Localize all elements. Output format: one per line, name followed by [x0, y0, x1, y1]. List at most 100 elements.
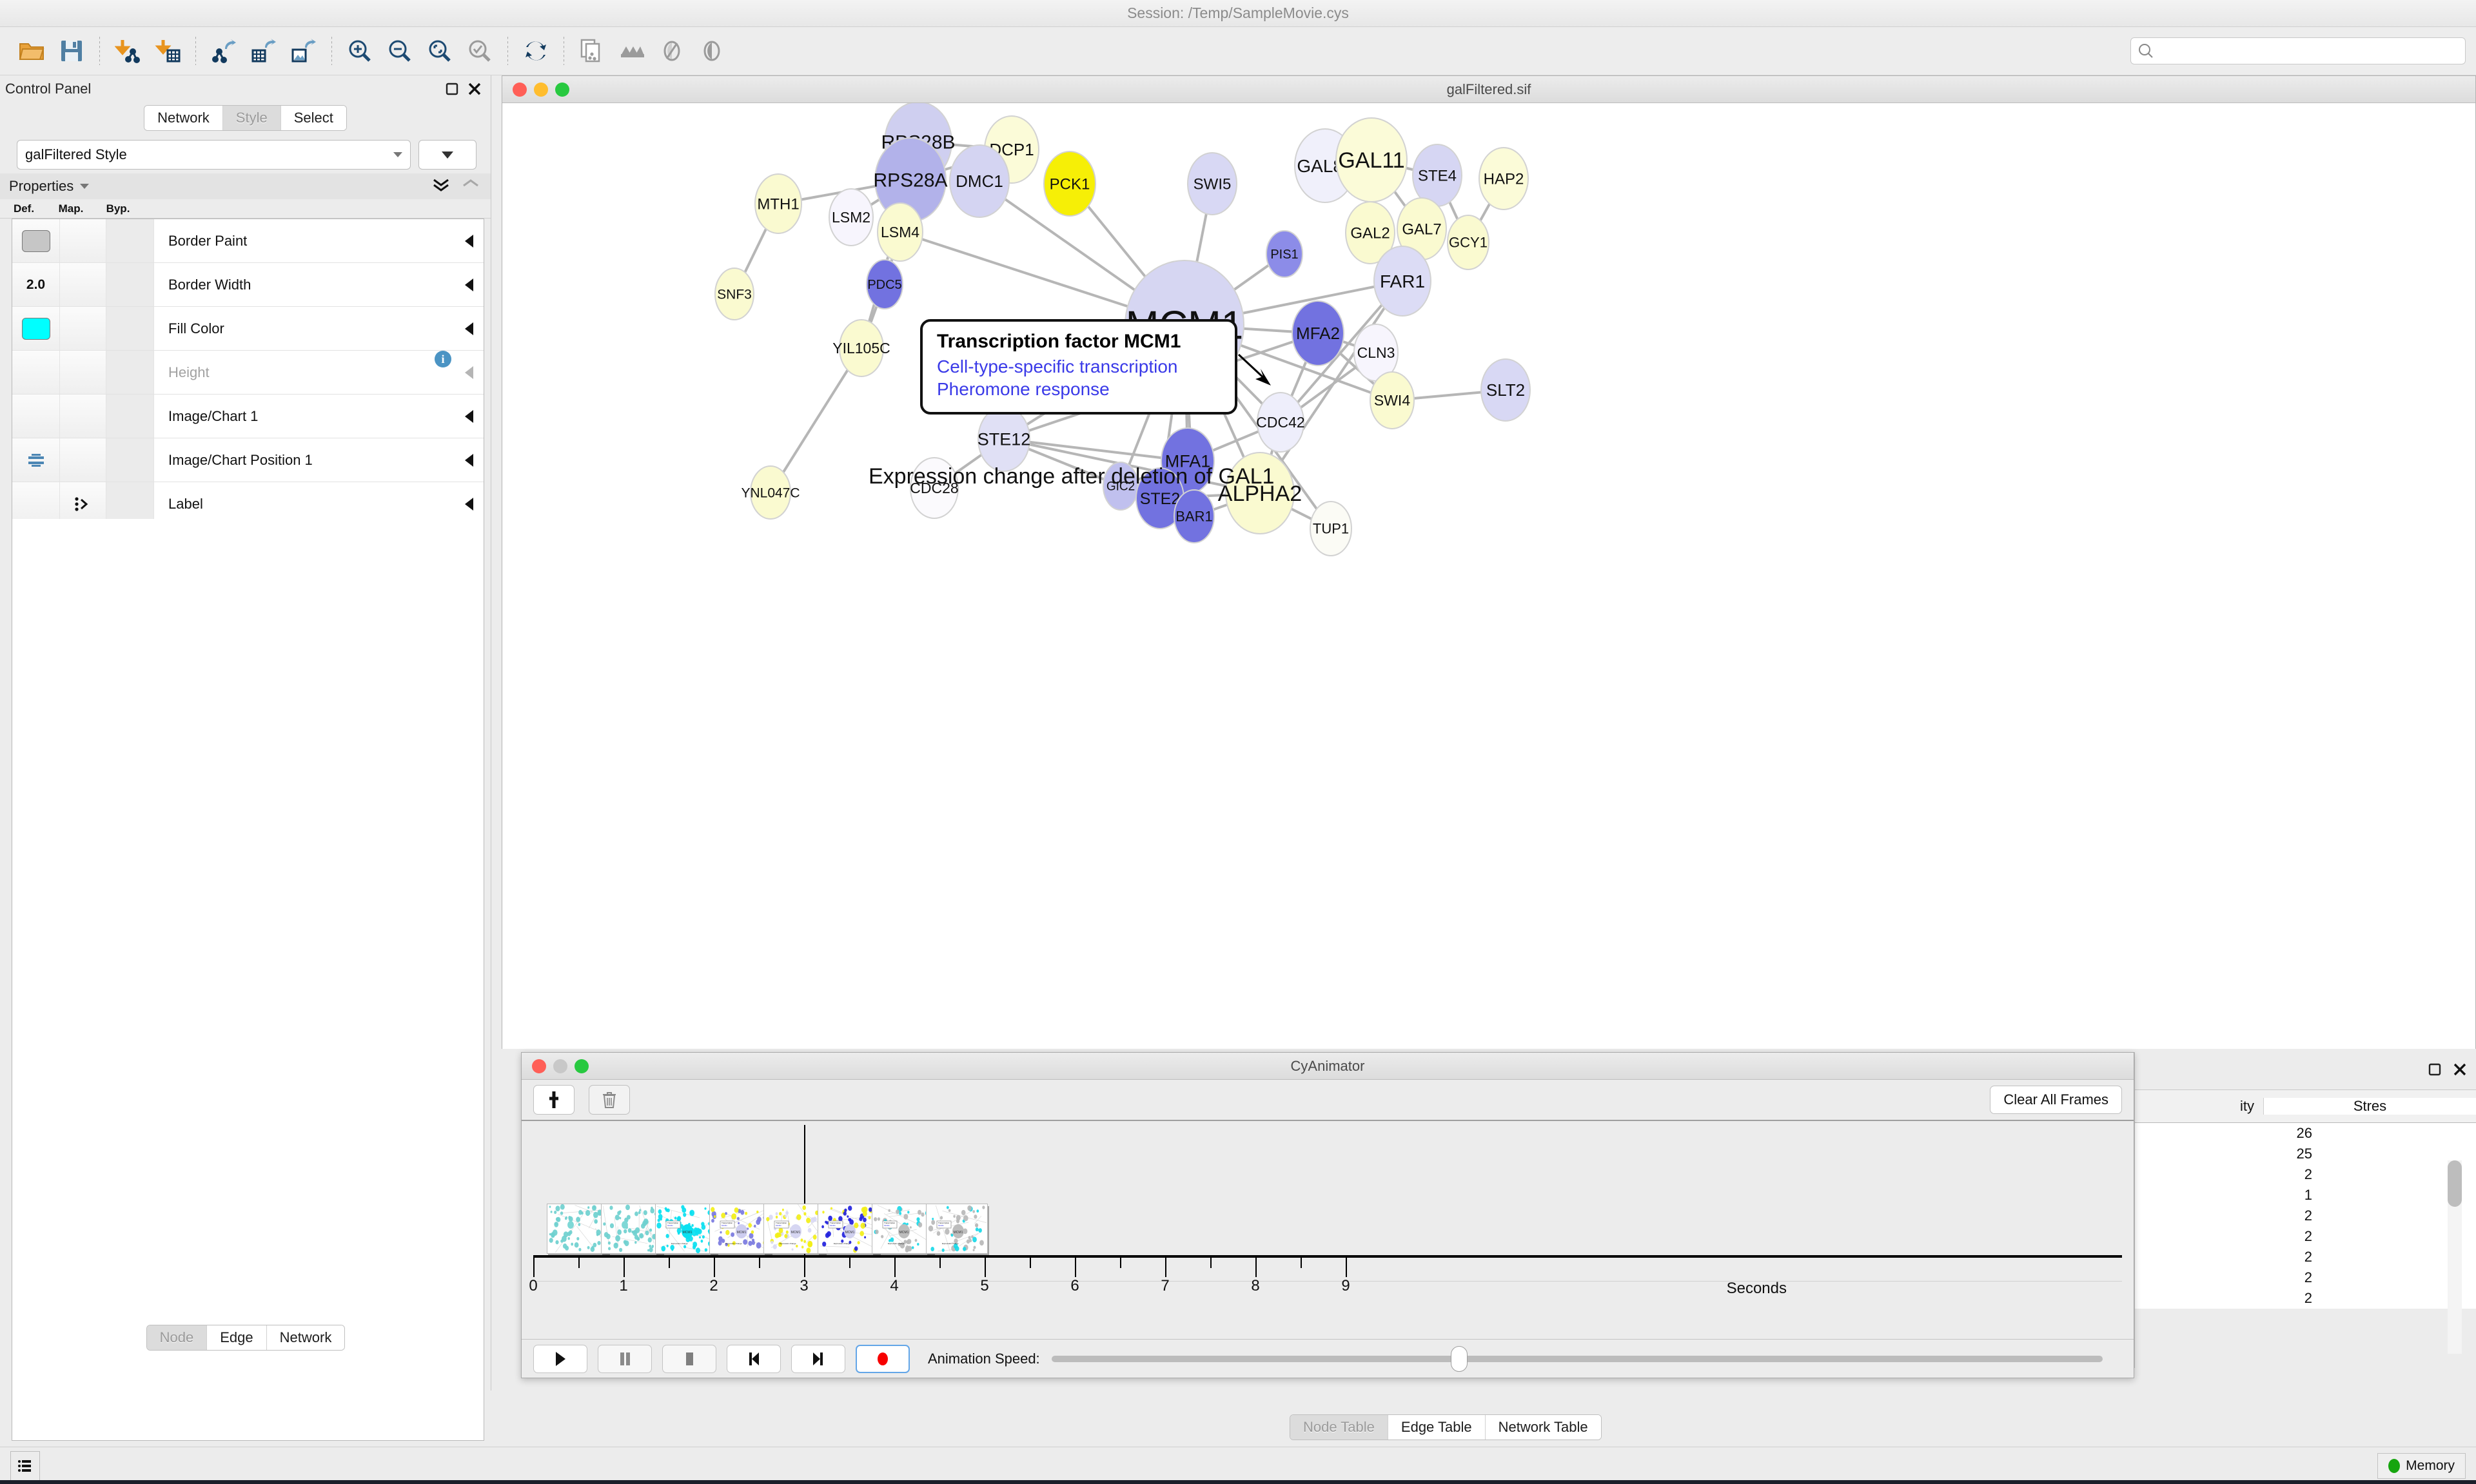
table-row[interactable]: 2 [2135, 1267, 2476, 1288]
property-bypass-cell[interactable] [106, 395, 154, 438]
network-node-swi5[interactable]: SWI5 [1187, 152, 1237, 215]
property-mapping-cell[interactable] [60, 438, 106, 482]
animation-speed-slider[interactable] [1051, 1345, 2103, 1373]
property-row-border-width[interactable]: 2.0 Border Width [12, 263, 484, 307]
new-network-selection-icon[interactable] [572, 31, 612, 71]
restore-icon[interactable] [2428, 1063, 2441, 1079]
property-bypass-cell[interactable] [106, 307, 154, 350]
zoom-fit-network-icon[interactable] [460, 31, 500, 71]
timeline-frame[interactable]: MCM1 Transcription MCM1 Expression change [872, 1204, 934, 1254]
close-icon[interactable] [2453, 1062, 2467, 1080]
network-node-pis1[interactable]: PIS1 [1266, 230, 1303, 278]
network-node-gal7[interactable]: GAL7 [1397, 197, 1447, 260]
network-node-lsm4[interactable]: LSM4 [877, 202, 923, 262]
record-button[interactable] [856, 1344, 910, 1373]
minimize-window-button[interactable] [553, 1059, 567, 1073]
table-row[interactable]: 26 [2135, 1123, 2476, 1144]
style-select[interactable]: galFiltered Style [17, 140, 411, 170]
property-default-cell[interactable] [12, 395, 60, 438]
style-options-button[interactable] [418, 140, 477, 170]
property-expand-arrow[interactable] [454, 482, 484, 525]
window-controls[interactable] [513, 82, 569, 97]
color-swatch[interactable] [21, 229, 50, 252]
network-node-dmc1[interactable]: DMC1 [949, 144, 1010, 218]
window-controls[interactable] [532, 1059, 589, 1073]
tab-network-style[interactable]: Network [266, 1325, 345, 1350]
property-expand-arrow[interactable] [454, 395, 484, 438]
table-row[interactable]: 2 [2135, 1288, 2476, 1309]
network-node-mth1[interactable]: MTH1 [754, 173, 802, 234]
minimize-window-button[interactable] [534, 82, 548, 97]
property-default-cell[interactable] [12, 482, 60, 525]
delete-frame-button[interactable] [589, 1085, 630, 1115]
network-node-alpha2[interactable]: ALPHA2 [1218, 452, 1302, 534]
add-frame-button[interactable] [533, 1085, 575, 1115]
timeline-frame[interactable] [601, 1204, 663, 1254]
property-mapping-cell[interactable] [60, 219, 106, 262]
play-button[interactable] [533, 1344, 587, 1373]
save-icon[interactable] [52, 31, 92, 71]
list-menu-icon[interactable] [10, 1450, 40, 1481]
network-node-gic2[interactable]: GIC2 [1103, 462, 1139, 511]
network-node-gcy1[interactable]: GCY1 [1447, 215, 1489, 270]
export-table-icon[interactable] [244, 31, 284, 71]
property-bypass-cell[interactable] [106, 351, 154, 394]
property-bypass-cell[interactable] [106, 482, 154, 525]
chevron-down-icon[interactable] [80, 184, 90, 189]
property-row-border-paint[interactable]: Border Paint [12, 219, 484, 263]
expand-all-icon[interactable] [461, 177, 480, 196]
property-default-cell[interactable]: 2.0 [12, 263, 60, 306]
color-swatch[interactable] [21, 317, 50, 340]
table-row[interactable]: 25 [2135, 1144, 2476, 1164]
tab-select[interactable]: Select [280, 106, 346, 130]
property-row-image-chart-position-1[interactable]: Image/Chart Position 1 [12, 438, 484, 482]
zoom-out-icon[interactable] [380, 31, 420, 71]
network-node-cln3[interactable]: CLN3 [1353, 324, 1399, 382]
property-row-height[interactable]: Height i [12, 351, 484, 395]
property-mapping-cell[interactable] [60, 395, 106, 438]
table-row[interactable]: 2 [2135, 1247, 2476, 1267]
maximize-window-button[interactable] [575, 1059, 589, 1073]
table-row[interactable]: 2 [2135, 1206, 2476, 1226]
tab-style[interactable]: Style [222, 106, 281, 130]
property-mapping-cell[interactable] [60, 307, 106, 350]
zoom-in-icon[interactable] [340, 31, 380, 71]
property-row-image-chart-1[interactable]: Image/Chart 1 [12, 395, 484, 438]
timeline-frame[interactable]: MCM1 Transcription MCM1 Expression change [818, 1204, 879, 1254]
network-node-far1[interactable]: FAR1 [1373, 246, 1431, 317]
network-node-swi4[interactable]: SWI4 [1370, 371, 1415, 429]
network-node-yil105c[interactable]: YIL105C [832, 319, 890, 377]
property-bypass-cell[interactable] [106, 438, 154, 482]
close-window-button[interactable] [513, 82, 527, 97]
timeline-frame[interactable]: MCM1 Transcription MCM1 Expression change [709, 1204, 771, 1254]
property-expand-arrow[interactable] [454, 438, 484, 482]
search-input[interactable] [2130, 37, 2466, 64]
network-node-tup1[interactable]: TUP1 [1310, 501, 1352, 556]
property-mapping-cell[interactable] [60, 351, 106, 394]
property-expand-arrow[interactable] [454, 307, 484, 350]
skip-start-button[interactable] [727, 1344, 781, 1373]
zoom-fit-selected-icon[interactable] [420, 31, 460, 71]
network-canvas[interactable]: RPS28BDCP1RPS28ADMC1PCK1SWI5GAL80GAL11ST… [502, 103, 2475, 1049]
network-node-cdc42[interactable]: CDC42 [1256, 392, 1305, 453]
import-table-icon[interactable] [148, 31, 188, 71]
property-row-fill-color[interactable]: Fill Color [12, 307, 484, 351]
tab-network[interactable]: Network [144, 106, 223, 130]
maximize-window-button[interactable] [555, 82, 569, 97]
table-scrollbar[interactable] [2448, 1160, 2462, 1354]
tab-network-table[interactable]: Network Table [1485, 1415, 1601, 1440]
table-row[interactable]: 2 [2135, 1164, 2476, 1185]
column-header-stress[interactable]: Stres [2264, 1098, 2476, 1115]
property-expand-arrow[interactable] [454, 219, 484, 262]
close-window-button[interactable] [532, 1059, 546, 1073]
timeline-frame[interactable]: MCM1 Transcription MCM1 Expression change [926, 1204, 988, 1254]
property-bypass-cell[interactable] [106, 263, 154, 306]
network-node-rps28a[interactable]: RPS28A [873, 137, 948, 222]
property-mapping-cell[interactable] [60, 482, 106, 525]
network-node-cdc28[interactable]: CDC28 [910, 457, 959, 519]
timeline-frame[interactable] [547, 1204, 609, 1254]
property-mapping-cell[interactable] [60, 263, 106, 306]
timeline-playhead[interactable] [804, 1125, 805, 1259]
mapping-icon[interactable] [73, 496, 93, 513]
property-default-cell[interactable] [12, 438, 60, 482]
